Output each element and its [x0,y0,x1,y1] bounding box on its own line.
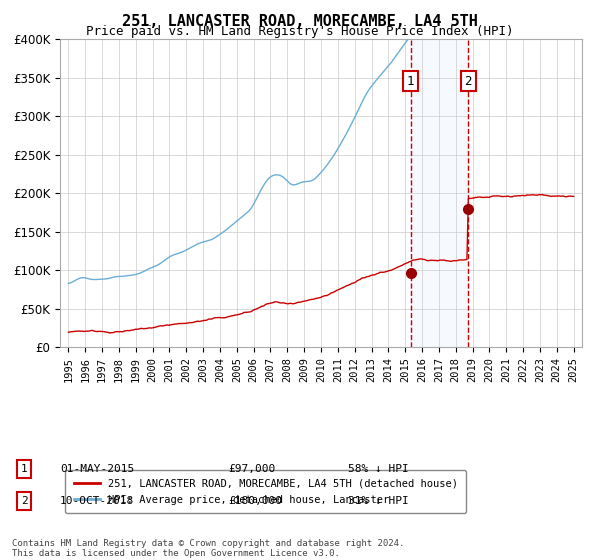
Text: 1: 1 [407,74,415,88]
Text: 2: 2 [464,74,472,88]
Text: Contains HM Land Registry data © Crown copyright and database right 2024.
This d: Contains HM Land Registry data © Crown c… [12,539,404,558]
Text: 1: 1 [20,464,28,474]
Legend: 251, LANCASTER ROAD, MORECAMBE, LA4 5TH (detached house), HPI: Average price, de: 251, LANCASTER ROAD, MORECAMBE, LA4 5TH … [65,470,466,513]
Text: 251, LANCASTER ROAD, MORECAMBE, LA4 5TH: 251, LANCASTER ROAD, MORECAMBE, LA4 5TH [122,14,478,29]
Text: 31% ↓ HPI: 31% ↓ HPI [348,496,409,506]
Text: Price paid vs. HM Land Registry's House Price Index (HPI): Price paid vs. HM Land Registry's House … [86,25,514,38]
Text: 58% ↓ HPI: 58% ↓ HPI [348,464,409,474]
Text: £180,000: £180,000 [228,496,282,506]
Text: £97,000: £97,000 [228,464,275,474]
Bar [411,39,469,347]
Text: 2: 2 [20,496,28,506]
Text: 10-OCT-2018: 10-OCT-2018 [60,496,134,506]
Text: 01-MAY-2015: 01-MAY-2015 [60,464,134,474]
